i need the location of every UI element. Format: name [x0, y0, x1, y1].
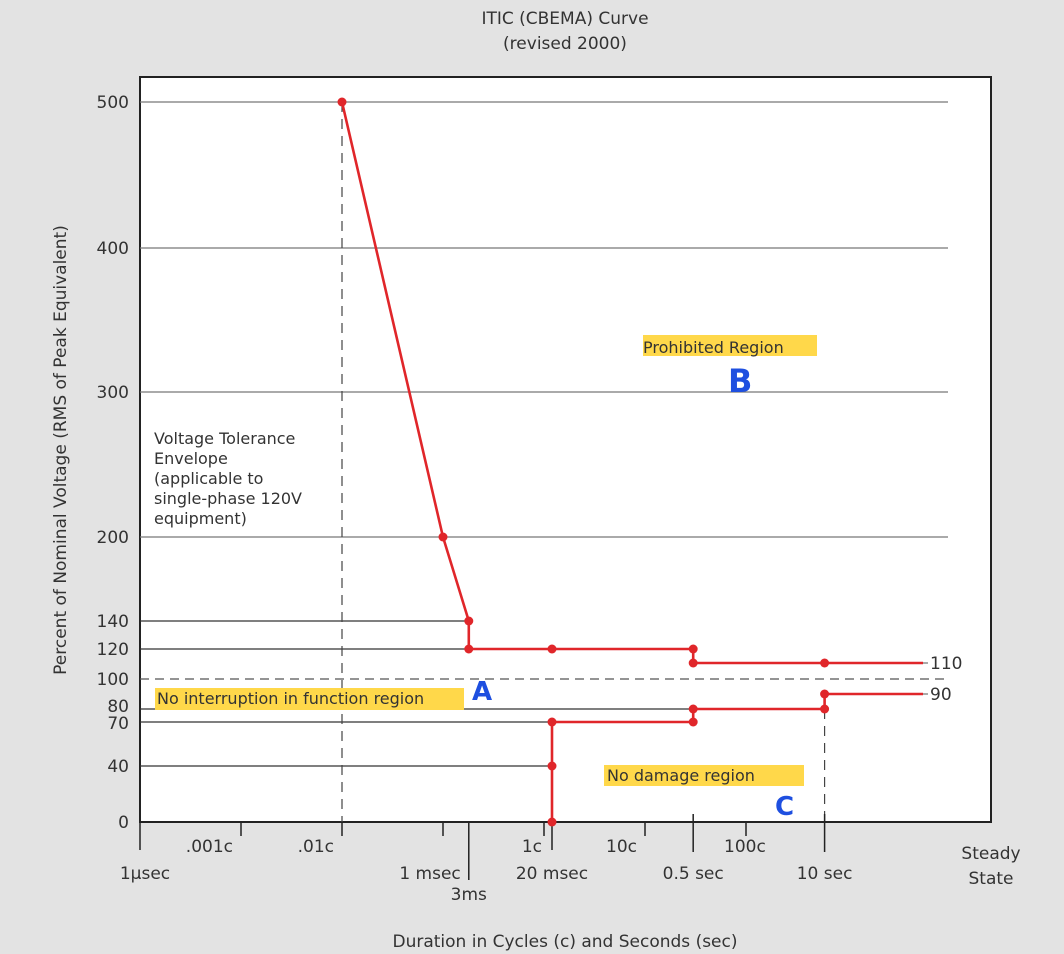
- chart-subtitle: (revised 2000): [503, 34, 627, 54]
- data-point-7: [820, 658, 830, 668]
- data-point-8: [547, 817, 557, 827]
- data-point-0: [337, 97, 347, 107]
- x-tick-top-label-10c: 10c: [606, 837, 637, 857]
- data-point-2: [464, 616, 474, 626]
- end-label-90: 90: [930, 685, 952, 705]
- mark-b: B: [728, 362, 752, 400]
- x-tick-top-label-1c: 1c: [522, 837, 542, 857]
- no-damage-highlight: [604, 765, 804, 786]
- y-axis-label: Percent of Nominal Voltage (RMS of Peak …: [51, 225, 71, 675]
- envelope-line-3: (applicable to: [154, 469, 263, 488]
- no-interruption-highlight: [155, 688, 464, 710]
- x-tick-bottom-label-1µsec: 1µsec: [120, 864, 170, 884]
- y-tick-label-200: 200: [97, 528, 129, 548]
- prohibited-region-label: Prohibited Region: [643, 338, 784, 357]
- envelope-line-1: Voltage Tolerance: [154, 429, 295, 448]
- plot-area: [139, 76, 992, 823]
- x-axis-label: Duration in Cycles (c) and Seconds (sec): [392, 932, 737, 952]
- envelope-line-4: single-phase 120V: [154, 489, 302, 508]
- y-tick-label-0: 0: [118, 813, 129, 833]
- x-tick-bottom-label-steady: Steady: [961, 844, 1020, 864]
- marker-layer: [337, 97, 830, 827]
- mark-c: C: [775, 792, 794, 822]
- no-damage-label: No damage region: [607, 766, 755, 785]
- y-tick-label-500: 500: [97, 93, 129, 113]
- y-tick-label-100: 100: [97, 670, 129, 690]
- data-point-1: [438, 532, 448, 542]
- data-point-11: [688, 717, 698, 727]
- mark-a: A: [472, 677, 492, 707]
- data-point-10: [547, 717, 557, 727]
- y-tick-label-40: 40: [107, 757, 129, 777]
- x-tick-bottom-label-0.5-sec: 0.5 sec: [663, 864, 724, 884]
- envelope-line-5: equipment): [154, 509, 247, 528]
- prohibited-region-highlight: [643, 335, 817, 356]
- x-tick-top-label-100c: 100c: [724, 837, 766, 857]
- envelope-line-2: Envelope: [154, 449, 228, 468]
- data-point-14: [820, 689, 830, 699]
- data-point-9: [547, 761, 557, 771]
- x-tick-bottom-label-1-msec: 1 msec: [399, 864, 460, 884]
- y-tick-label-80: 80: [107, 697, 129, 717]
- data-point-5: [688, 644, 698, 654]
- x-tick-bottom-label-20-msec: 20 msec: [516, 864, 588, 884]
- end-label-110: 110: [930, 654, 962, 674]
- y-tick-label-120: 120: [97, 640, 129, 660]
- data-point-4: [547, 644, 557, 654]
- y-tick-label-400: 400: [97, 239, 129, 259]
- x-tick-top-label-.001c: .001c: [186, 837, 233, 857]
- chart-title: ITIC (CBEMA) Curve: [481, 9, 648, 29]
- y-tick-label-70: 70: [107, 714, 129, 734]
- no-interruption-label: No interruption in function region: [157, 689, 424, 708]
- x-tick-top-label-.01c: .01c: [298, 837, 334, 857]
- x-tick-bottom-label-state: State: [969, 869, 1014, 889]
- y-tick-label-140: 140: [97, 612, 129, 632]
- x-tick-bottom-label-3ms: 3ms: [451, 885, 487, 905]
- data-point-6: [688, 658, 698, 668]
- x-tick-bottom-label-10-sec: 10 sec: [797, 864, 853, 884]
- data-point-13: [820, 704, 830, 714]
- y-tick-label-300: 300: [97, 383, 129, 403]
- data-point-3: [464, 644, 474, 654]
- data-point-12: [688, 704, 698, 714]
